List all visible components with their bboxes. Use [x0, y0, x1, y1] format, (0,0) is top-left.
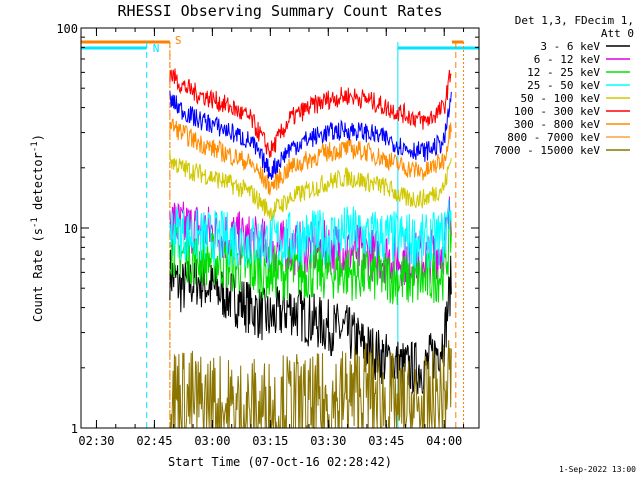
legend-label: 6 - 12 keV — [534, 53, 601, 66]
legend-header-line-2: Att 0 — [601, 27, 634, 40]
chart-title: RHESSI Observing Summary Count Rates — [117, 2, 442, 20]
x-tick-label: 03:15 — [252, 434, 288, 448]
x-axis: 02:30 02:45 03:00 03:15 03:30 03:45 04:00 — [78, 28, 465, 448]
x-tick-label: 03:00 — [194, 434, 230, 448]
y-tick-label: 10 — [64, 222, 78, 236]
generation-timestamp: 1-Sep-2022 13:00 — [559, 465, 636, 474]
series-line — [169, 150, 452, 222]
series-line — [169, 340, 452, 430]
night-flag-label: N — [153, 42, 160, 55]
legend-label: 800 - 7000 keV — [507, 131, 600, 144]
legend-label: 3 - 6 keV — [540, 40, 600, 53]
y-axis-label-sup2: -1 — [30, 141, 40, 152]
x-tick-label: 03:45 — [368, 434, 404, 448]
y-axis-label-sup: -1 — [30, 217, 40, 228]
legend-label: 7000 - 15000 keV — [494, 144, 600, 157]
saa-flag-label: S — [175, 34, 182, 47]
x-axis-label: Start Time (07-Oct-16 02:28:42) — [168, 455, 392, 469]
legend-label: 300 - 800 keV — [514, 118, 600, 131]
series-layer — [169, 68, 452, 430]
legend-label: 12 - 25 keV — [527, 66, 600, 79]
series-line — [169, 118, 452, 196]
x-tick-label: 02:30 — [78, 434, 114, 448]
y-axis-label-suffix: detector — [31, 152, 45, 217]
series-line — [169, 68, 452, 158]
x-tick-label: 04:00 — [426, 434, 462, 448]
y-axis-label-prefix: Count Rate (s — [31, 228, 45, 322]
legend-label: 100 - 300 keV — [514, 105, 600, 118]
y-tick-label: 1 — [71, 422, 78, 436]
series-line — [169, 211, 452, 306]
legend-label: 50 - 100 keV — [521, 92, 601, 105]
x-tick-label: 02:45 — [136, 434, 172, 448]
series-line — [169, 199, 452, 269]
x-tick-label: 03:30 — [310, 434, 346, 448]
series-line — [169, 249, 452, 395]
legend-label: 25 - 50 keV — [527, 79, 600, 92]
y-tick-label: 100 — [56, 22, 78, 36]
y-axis: 1 10 100 — [56, 22, 479, 436]
y-axis-label: Count Rate (s-1 detector-1) — [30, 134, 45, 322]
legend-header-line-1: Det 1,3, FDecim 1, — [515, 14, 634, 27]
series-line — [169, 91, 452, 180]
y-axis-label-close: ) — [31, 134, 45, 141]
